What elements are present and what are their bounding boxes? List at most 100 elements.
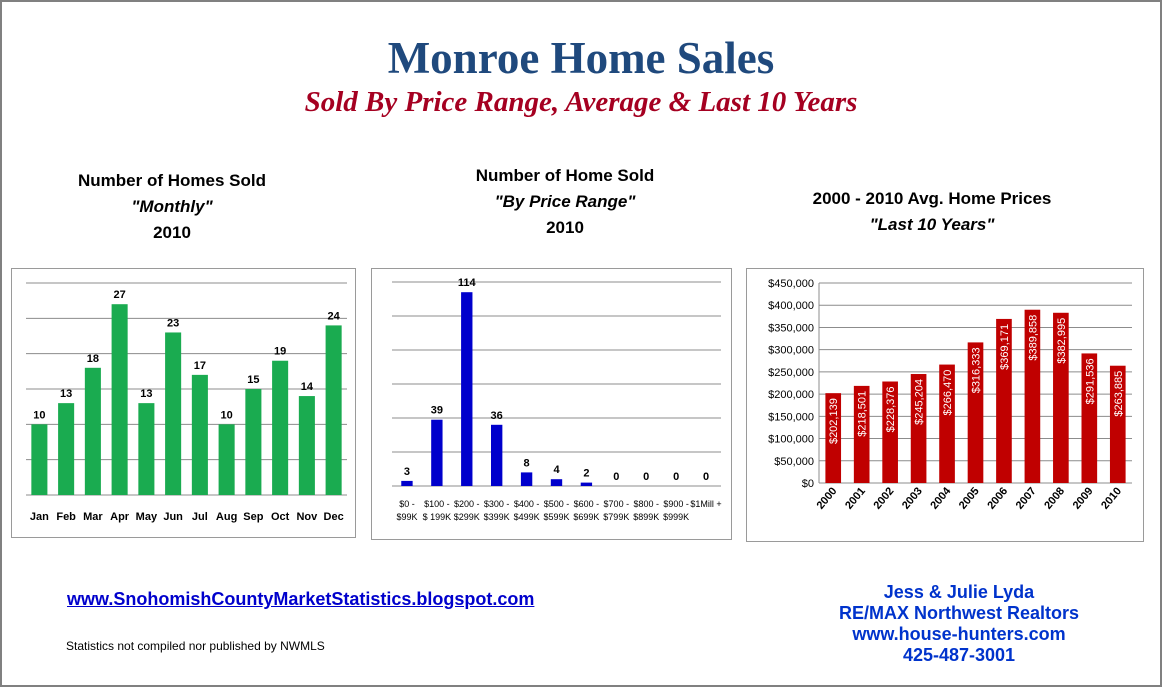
avg-data-label: $228,376 [885,386,897,432]
avg-y-tick: $0 [802,478,814,490]
monthly-title-line2: "Monthly" [131,197,213,216]
contact-phone: 425-487-3001 [902,645,1016,665]
price-x-tick: $800 - [633,499,659,509]
page-title: Monroe Home Sales [387,33,775,83]
price-data-label: 0 [703,471,709,483]
price-bar [461,292,473,486]
monthly-bar [218,424,235,495]
monthly-data-label: 10 [33,409,45,421]
monthly-data-label: 27 [114,289,126,301]
price-x-tick: $400 - [514,499,540,509]
monthly-chart-title: Number of Homes Sold "Monthly" 2010 [12,168,332,246]
monthly-data-label: 13 [140,388,152,400]
price-x-tick: $700 - [604,499,630,509]
avg-title-line2: "Last 10 Years" [869,215,995,234]
avg-chart-title: 2000 - 2010 Avg. Home Prices "Last 10 Ye… [772,186,1092,238]
contact-block: Jess & Julie Lyda RE/MAX Northwest Realt… [800,582,1118,666]
avg-bar [882,381,898,483]
monthly-x-tick: Sep [243,511,263,523]
avg-y-tick: $50,000 [774,456,814,468]
monthly-bar [325,325,342,495]
avg-y-tick: $100,000 [768,434,814,446]
price-x-tick: $599K [543,512,569,522]
price-x-tick: $300 - [484,499,510,509]
monthly-data-label: 24 [328,310,341,322]
price-bar [550,479,563,486]
monthly-title-line1: Number of Homes Sold [78,171,266,190]
price-x-tick: $999K [663,512,689,522]
monthly-chart: 10 Jan 13 Feb 18 Mar 27 Apr 13 May 23 Jun 17 Jul 10 Aug… [26,282,347,523]
monthly-title-line3: 2010 [153,223,191,242]
monthly-x-tick: Oct [271,511,290,523]
price-data-label: 4 [553,464,560,476]
monthly-data-label: 15 [247,374,259,386]
price-data-label: 114 [458,277,477,289]
avg-data-label: $202,139 [828,398,840,444]
avg-y-tick: $250,000 [768,367,814,379]
price-chart-title: Number of Home Sold "By Price Range" 201… [405,163,725,241]
avg-x-tick: 2008 [1042,485,1067,511]
monthly-bar [245,389,262,495]
avg-y-tick: $350,000 [768,322,814,334]
avg-chart-panel: $450,000 $400,000 $350,000 $300,000 $250,000… [746,268,1144,542]
avg-price-chart: $450,000 $400,000 $350,000 $300,000 $250,000… [768,278,1132,512]
monthly-x-tick: Nov [296,511,318,523]
avg-data-label: $316,333 [971,347,983,393]
disclaimer-note: Statistics not compiled nor published by… [66,639,325,653]
avg-data-label: $382,995 [1056,318,1068,364]
avg-title-line1: 2000 - 2010 Avg. Home Prices [812,189,1052,208]
avg-y-tick: $300,000 [768,345,814,357]
price-chart-panel: 3 $0 - $99K 39 $100 - $ 199K 114 $200 - $299K 36 $… [371,268,732,540]
price-x-tick: $100 - [424,499,450,509]
avg-x-tick: 2003 [900,485,925,511]
monthly-data-label: 18 [87,353,99,365]
monthly-bar [298,396,315,495]
monthly-data-label: 10 [221,409,233,421]
avg-bar [1109,365,1126,483]
price-x-tick: $899K [633,512,659,522]
price-title-line1: Number of Home Sold [475,166,655,185]
price-bar [520,472,533,486]
avg-bar [939,364,955,483]
price-bar [401,480,413,486]
price-x-tick: $99K [396,512,417,522]
avg-bar [910,374,927,483]
monthly-data-label: 17 [194,360,206,372]
monthly-x-tick: Jul [192,511,208,523]
avg-data-label: $369,171 [999,324,1011,370]
avg-x-tick: 2002 [872,485,897,511]
monthly-x-tick: Dec [324,511,344,523]
avg-bar [1024,309,1041,483]
blog-link[interactable]: www.SnohomishCountyMarketStatistics.blog… [67,589,535,609]
price-bar [580,482,593,486]
avg-bar [825,393,842,483]
price-x-tick: $299K [454,512,480,522]
avg-bar [996,318,1012,483]
avg-y-tick: $450,000 [768,278,814,290]
contact-name: Jess & Julie Lyda [883,582,1035,602]
avg-data-label: $263,885 [1113,371,1125,417]
price-x-tick: $0 - [399,499,415,509]
avg-data-label: $266,470 [942,370,954,416]
monthly-x-tick: Jan [30,511,49,523]
price-title-line2: "By Price Range" [494,192,636,211]
monthly-x-tick: May [136,511,158,523]
monthly-x-tick: Feb [56,511,76,523]
avg-bar [1081,353,1098,483]
monthly-x-tick: Apr [110,511,130,523]
monthly-data-label: 13 [60,388,72,400]
price-x-tick: $600 - [574,499,600,509]
contact-website[interactable]: www.house-hunters.com [852,624,1066,644]
monthly-data-label: 19 [274,346,286,358]
avg-data-label: $245,204 [914,379,926,425]
avg-x-tick: 2004 [928,485,953,512]
avg-bar [853,385,870,483]
avg-x-tick: 2010 [1099,485,1124,511]
price-x-tick: $1Mill + [690,499,721,509]
price-x-tick: $900 - [663,499,689,509]
avg-data-label: $389,858 [1027,315,1039,361]
price-x-tick: $ 199K [423,512,452,522]
price-x-tick: $499K [514,512,540,522]
avg-y-tick: $400,000 [768,300,814,312]
